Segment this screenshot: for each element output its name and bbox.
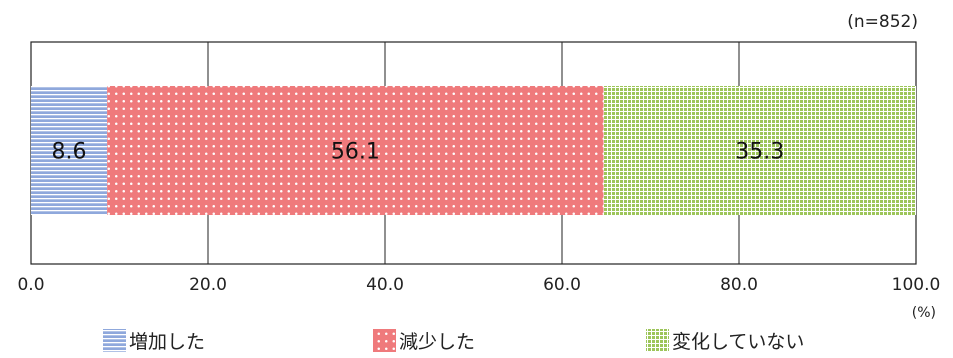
bar-segment-1 (31, 86, 108, 215)
legend-label-2: 減少した (399, 331, 475, 353)
x-tick-label: 100.0 (892, 275, 941, 295)
legend: 増加した 減少した 変化していない (103, 329, 804, 353)
data-label-1: 8.6 (52, 140, 87, 165)
x-tick-label: 60.0 (543, 275, 581, 295)
sample-size-note: (n=852) (847, 12, 918, 32)
x-tick-label: 80.0 (720, 275, 758, 295)
x-axis-ticks: 0.0 20.0 40.0 60.0 80.0 100.0 (17, 275, 940, 295)
data-label-3: 35.3 (735, 140, 784, 165)
data-labels: 8.6 56.1 35.3 (52, 140, 785, 165)
bar-segment-2 (107, 86, 604, 215)
x-tick-label: 40.0 (366, 275, 404, 295)
x-tick-label: 20.0 (189, 275, 227, 295)
data-label-2: 56.1 (331, 140, 380, 165)
legend-swatch-1 (103, 329, 126, 352)
legend-swatch-2 (373, 329, 396, 352)
bar-segment-3 (603, 86, 916, 215)
legend-label-1: 増加した (129, 331, 205, 353)
x-tick-label: 0.0 (17, 275, 44, 295)
legend-swatch-3 (646, 329, 669, 352)
unit-label: (%) (912, 305, 936, 321)
bar-segments (31, 86, 916, 215)
legend-label-3: 変化していない (672, 331, 804, 353)
